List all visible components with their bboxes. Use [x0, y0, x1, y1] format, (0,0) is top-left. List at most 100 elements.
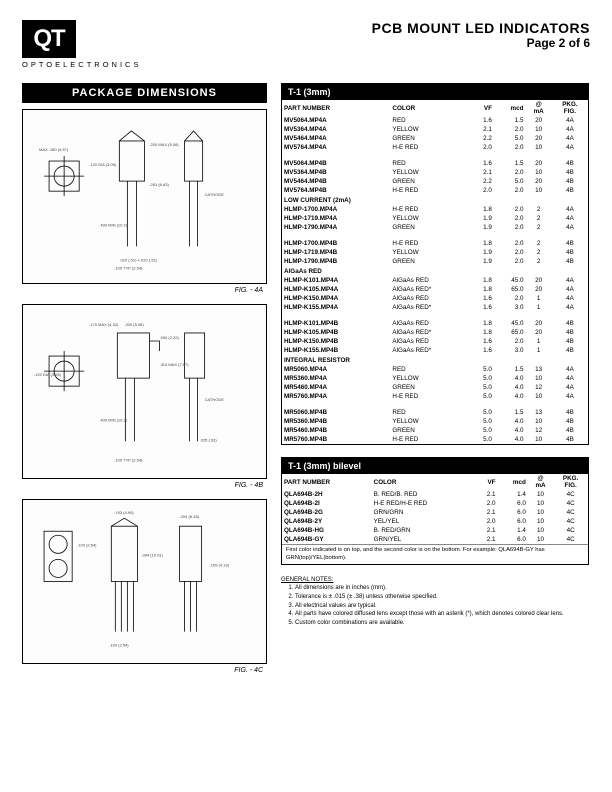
cell: 2.0: [475, 499, 498, 508]
cell: B. RED/B. RED: [372, 490, 475, 499]
svg-text:.400 MIN (10.2): .400 MIN (10.2): [99, 223, 127, 228]
cell: 4A: [552, 223, 588, 232]
cell: HLMP-K155.MP4B: [282, 346, 390, 355]
table-row: MR5760.MP4BH-E RED5.04.0104B: [282, 435, 588, 444]
cell: 1.9: [470, 248, 494, 257]
cell: 4A: [552, 285, 588, 294]
section-label: INTEGRAL RESISTOR: [282, 355, 588, 365]
cell: AlGaAs RED: [390, 294, 470, 303]
cell: 1.8: [470, 328, 494, 337]
page-title: PCB MOUNT LED INDICATORS: [372, 20, 590, 36]
table-row: HLMP-K150.MP4AAlGaAs RED1.62.014A: [282, 294, 588, 303]
fig-label-4c: FIG. - 4C: [22, 667, 267, 674]
cell: 1.8: [470, 276, 494, 285]
cell: 45.0: [494, 276, 526, 285]
table-row: MV5464.MP4BGREEN2.25.0204B: [282, 177, 588, 186]
cell: 45.0: [494, 319, 526, 328]
cell: 4.0: [494, 374, 526, 383]
svg-text:CATHODE: CATHODE: [205, 193, 225, 198]
table-row: MR5460.MP4BGREEN5.04.0124B: [282, 426, 588, 435]
content: PACKAGE DIMENSIONS MAX .180 (: [22, 83, 590, 684]
cell: 4B: [552, 248, 588, 257]
table-row: MV5764.MP4BH-E RED2.02.0104B: [282, 186, 588, 195]
cell: 2: [525, 214, 551, 223]
cell: 6.0: [498, 508, 528, 517]
cell: 1.9: [470, 223, 494, 232]
cell: 10: [525, 374, 551, 383]
cell: 2.0: [494, 186, 526, 195]
cell: 1.4: [498, 526, 528, 535]
cell: 20: [525, 159, 551, 168]
cell: YELLOW: [390, 125, 470, 134]
cell: QLA694B-2Y: [282, 517, 372, 526]
table-row: MR5460.MP4AGREEN5.04.0124A: [282, 383, 588, 392]
svg-text:.100 (2.54): .100 (2.54): [109, 643, 129, 648]
cell: HLMP-K101.MP4B: [282, 319, 390, 328]
svg-text:.025 (.63): .025 (.63): [200, 438, 218, 443]
table-row: QLA694B-2HB. RED/B. RED2.11.4104C: [282, 490, 588, 499]
svg-text:.170 MAX (4.32): .170 MAX (4.32): [89, 322, 119, 327]
cell: GRN/GRN: [372, 508, 475, 517]
cell: 12: [525, 383, 551, 392]
cell: 1.6: [470, 303, 494, 312]
cell: 12: [525, 426, 551, 435]
gap-row: [282, 401, 588, 408]
table2-footnote: First color indicated is on top, and the…: [282, 544, 588, 564]
cell: HLMP-1700.MP4A: [282, 205, 390, 214]
table-row: HLMP-1700.MP4BH-E RED1.82.024B: [282, 239, 588, 248]
table-row: HLMP-K101.MP4BAlGaAs RED1.845.0204B: [282, 319, 588, 328]
cell: GRN/YEL: [372, 535, 475, 544]
cell: 10: [528, 499, 553, 508]
svg-text:.100 TYP (2.54): .100 TYP (2.54): [114, 266, 143, 271]
cell: 10: [525, 392, 551, 401]
cell: 5.0: [470, 408, 494, 417]
section-row: LOW CURRENT (2mA): [282, 195, 588, 205]
cell: 1.5: [494, 116, 526, 125]
svg-text:.100 (2.54): .100 (2.54): [77, 542, 97, 547]
cell: QLA694B-2G: [282, 508, 372, 517]
cell: 13: [525, 365, 551, 374]
cell: 2.0: [470, 186, 494, 195]
svg-text:.394 (10.01): .394 (10.01): [141, 552, 163, 557]
cell: 2.1: [470, 168, 494, 177]
cell: MV5464.MP4B: [282, 177, 390, 186]
logo: QT: [22, 20, 76, 58]
col-pkg: PKG.FIG.: [552, 100, 588, 116]
cell: 1.6: [470, 337, 494, 346]
cell: 2.1: [475, 526, 498, 535]
table-row: MV5364.MP4BYELLOW2.12.0104B: [282, 168, 588, 177]
svg-text:.261 (6.63): .261 (6.63): [150, 182, 170, 187]
cell: MR5460.MP4B: [282, 426, 390, 435]
table-row: HLMP-1719.MP4BYELLOW1.92.024B: [282, 248, 588, 257]
cell: MR5460.MP4A: [282, 383, 390, 392]
cell: 4A: [552, 294, 588, 303]
cell: GREEN: [390, 383, 470, 392]
cell: 5.0: [470, 365, 494, 374]
cell: AlGaAs RED*: [390, 285, 470, 294]
table-row: HLMP-1719.MP4AYELLOW1.92.024A: [282, 214, 588, 223]
svg-text:.310 MAX (7.87): .310 MAX (7.87): [160, 362, 190, 367]
cell: 1.6: [470, 116, 494, 125]
cell: 1: [525, 294, 551, 303]
svg-text:.165 (4.19): .165 (4.19): [210, 562, 230, 567]
svg-text:.200 MAX (5.08): .200 MAX (5.08): [150, 142, 180, 147]
cell: 5.0: [470, 417, 494, 426]
cell: 4B: [552, 159, 588, 168]
cell: 1.6: [470, 294, 494, 303]
cell: B. RED/GRN: [372, 526, 475, 535]
cell: 4B: [552, 319, 588, 328]
cell: HLMP-K105.MP4B: [282, 328, 390, 337]
cell: 5.0: [470, 435, 494, 444]
notes-title: GENERAL NOTES:: [281, 577, 589, 583]
cell: 1.8: [470, 239, 494, 248]
cell: 65.0: [494, 285, 526, 294]
cell: 4A: [552, 134, 588, 143]
general-notes: GENERAL NOTES: All dimensions are in inc…: [281, 577, 589, 628]
cell: 4A: [552, 365, 588, 374]
cell: 6.0: [498, 499, 528, 508]
cell: QLA694B-2I: [282, 499, 372, 508]
cell: 2.0: [494, 337, 526, 346]
cell: HLMP-1790.MP4B: [282, 257, 390, 266]
cell: 2.0: [494, 248, 526, 257]
cell: 4A: [552, 214, 588, 223]
